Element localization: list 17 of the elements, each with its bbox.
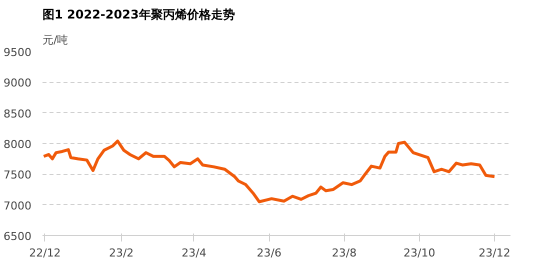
y-axis-title: 元/吨: [42, 34, 68, 46]
y-tick-label: 7000: [4, 199, 32, 212]
x-tick-label: 22/12: [29, 246, 61, 260]
x-tick-label: 23/2: [108, 246, 134, 260]
y-tick-label: 9500: [4, 46, 32, 59]
x-tick-label: 23/4: [182, 246, 206, 260]
x-tick-label: 23/10: [404, 246, 436, 260]
line-series: [42, 140, 496, 204]
x-tick-label: 23/6: [256, 246, 282, 260]
chart-title: 图1 2022-2023年聚丙烯价格走势: [42, 8, 235, 22]
x-tick-label: 23/12: [478, 246, 510, 260]
x-tick-label: 23/8: [332, 246, 357, 260]
y-tick-label: 9000: [4, 76, 32, 90]
y-tick-label: 6500: [4, 230, 32, 243]
y-tick-label: 7500: [4, 168, 32, 182]
y-tick-label: 8500: [4, 107, 32, 120]
y-tick-label: 8000: [4, 138, 32, 151]
